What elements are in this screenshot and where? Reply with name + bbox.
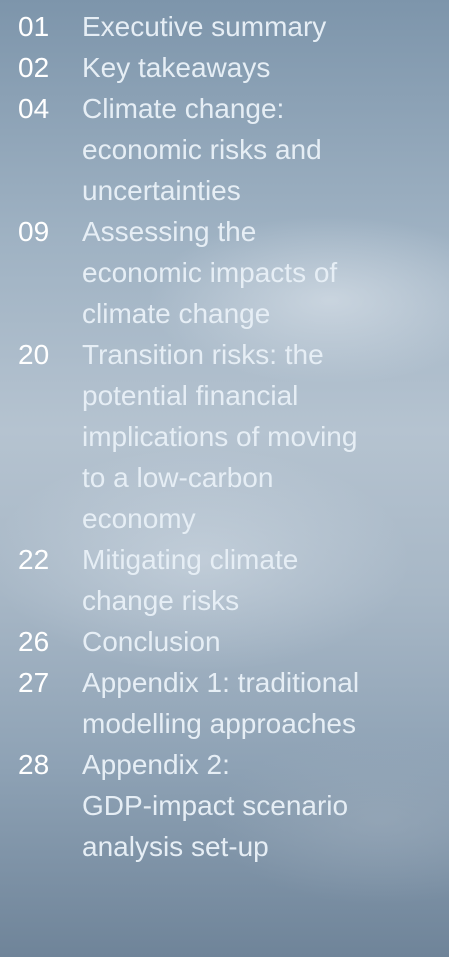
toc-row: GDP-impact scenario [0, 785, 449, 826]
section-title: Appendix 2: [82, 744, 230, 785]
toc-row: 09 Assessing the [0, 211, 449, 252]
page-number: 09 [18, 211, 49, 252]
toc-row: 01 Executive summary [0, 6, 449, 47]
section-title: Conclusion [82, 621, 221, 662]
toc-row: 02 Key takeaways [0, 47, 449, 88]
toc-row: implications of moving [0, 416, 449, 457]
toc-row: 22 Mitigating climate [0, 539, 449, 580]
section-title: Key takeaways [82, 47, 270, 88]
toc-row: 26 Conclusion [0, 621, 449, 662]
section-title: potential financial [82, 375, 298, 416]
toc-row: 04 Climate change: [0, 88, 449, 129]
toc-entry: 02 Key takeaways [0, 47, 449, 88]
page-number: 01 [18, 6, 49, 47]
toc-row: 27 Appendix 1: traditional [0, 662, 449, 703]
toc-entry: 26 Conclusion [0, 621, 449, 662]
toc-row: modelling approaches [0, 703, 449, 744]
section-title: climate change [82, 293, 270, 334]
toc-row: analysis set-up [0, 826, 449, 867]
toc-row: to a low-carbon [0, 457, 449, 498]
section-title: Climate change: [82, 88, 284, 129]
toc-row: 28 Appendix 2: [0, 744, 449, 785]
section-title: economy [82, 498, 196, 539]
toc-entry: 01 Executive summary [0, 6, 449, 47]
section-title: economic risks and [82, 129, 322, 170]
section-title: implications of moving [82, 416, 357, 457]
toc-row: economy [0, 498, 449, 539]
section-title: Mitigating climate [82, 539, 298, 580]
section-title: economic impacts of [82, 252, 337, 293]
section-title: GDP-impact scenario [82, 785, 348, 826]
page-number: 22 [18, 539, 49, 580]
section-title: Assessing the [82, 211, 256, 252]
page-number: 20 [18, 334, 49, 375]
section-title: change risks [82, 580, 239, 621]
section-title: Transition risks: the [82, 334, 324, 375]
section-title: analysis set-up [82, 826, 269, 867]
toc-row: potential financial [0, 375, 449, 416]
toc-page: 01 Executive summary 02 Key takeaways 04 Clim… [0, 0, 449, 957]
page-number: 27 [18, 662, 49, 703]
section-title: modelling approaches [82, 703, 356, 744]
section-title: Appendix 1: traditional [82, 662, 359, 703]
toc-row: climate change [0, 293, 449, 334]
section-title: Executive summary [82, 6, 326, 47]
page-number: 04 [18, 88, 49, 129]
toc-row: change risks [0, 580, 449, 621]
toc-row: economic impacts of [0, 252, 449, 293]
page-number: 02 [18, 47, 49, 88]
toc-row: uncertainties [0, 170, 449, 211]
page-number: 26 [18, 621, 49, 662]
toc-row: 20 Transition risks: the [0, 334, 449, 375]
section-title: to a low-carbon [82, 457, 273, 498]
toc-row: economic risks and [0, 129, 449, 170]
page-number: 28 [18, 744, 49, 785]
section-title: uncertainties [82, 170, 241, 211]
